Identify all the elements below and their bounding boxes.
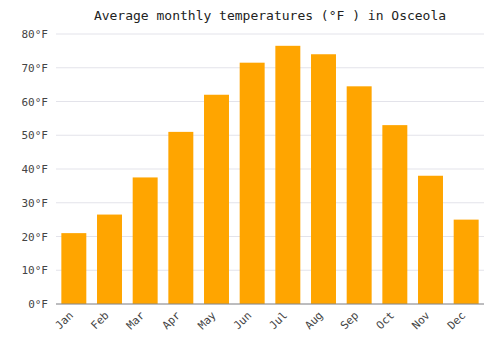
bar bbox=[454, 220, 479, 304]
x-tick-label: Nov bbox=[409, 309, 433, 333]
y-tick-label: 30°F bbox=[22, 197, 49, 210]
y-tick-label: 0°F bbox=[28, 298, 48, 311]
x-tick-label: Mar bbox=[124, 309, 148, 333]
x-tick-label: Jan bbox=[53, 309, 76, 332]
grid-line bbox=[56, 169, 484, 170]
x-tick-label: Jun bbox=[231, 309, 254, 332]
x-tick-label: May bbox=[195, 309, 219, 333]
y-tick-label: 60°F bbox=[22, 96, 49, 109]
bar bbox=[61, 233, 86, 304]
bar bbox=[275, 46, 300, 304]
grid-line bbox=[56, 34, 484, 35]
y-tick-label: 40°F bbox=[22, 163, 49, 176]
x-tick-label: Feb bbox=[88, 309, 111, 332]
x-tick-label: Oct bbox=[374, 309, 397, 332]
grid-line bbox=[56, 304, 484, 305]
bar bbox=[418, 176, 443, 304]
y-ticks: 0°F 10°F 20°F 30°F 40°F 50°F 60°F 70°F 80°F bbox=[22, 28, 49, 311]
bar bbox=[240, 63, 265, 304]
y-tick-label: 70°F bbox=[22, 62, 49, 75]
x-tick-label: Sep bbox=[338, 309, 361, 332]
bar bbox=[204, 95, 229, 304]
bar bbox=[311, 54, 336, 304]
x-tick-label: Aug bbox=[302, 309, 325, 332]
bar bbox=[168, 132, 193, 304]
bars bbox=[61, 46, 478, 304]
y-tick-label: 10°F bbox=[22, 264, 49, 277]
bar bbox=[133, 177, 158, 304]
bar bbox=[97, 215, 122, 304]
chart-container: Average monthly temperatures (°F ) in Os… bbox=[0, 0, 500, 350]
x-tick-label: Jul bbox=[267, 309, 290, 332]
x-tick-label: Apr bbox=[160, 309, 184, 333]
grid-line bbox=[56, 101, 484, 102]
x-ticks: Jan Feb Mar Apr May Jun Jul Aug Sep Oct Nov Dec bbox=[53, 309, 469, 333]
x-tick-label: Dec bbox=[445, 309, 468, 332]
bar bbox=[382, 125, 407, 304]
x-axis-line bbox=[56, 304, 484, 305]
chart-title: Average monthly temperatures (°F ) in Os… bbox=[94, 8, 446, 23]
grid-line bbox=[56, 135, 484, 136]
bar bbox=[347, 86, 372, 304]
grid-line bbox=[56, 67, 484, 68]
y-tick-label: 20°F bbox=[22, 231, 49, 244]
grid bbox=[56, 34, 484, 304]
chart-svg: Average monthly temperatures (°F ) in Os… bbox=[0, 0, 500, 350]
y-tick-label: 80°F bbox=[22, 28, 49, 41]
y-tick-label: 50°F bbox=[22, 129, 49, 142]
